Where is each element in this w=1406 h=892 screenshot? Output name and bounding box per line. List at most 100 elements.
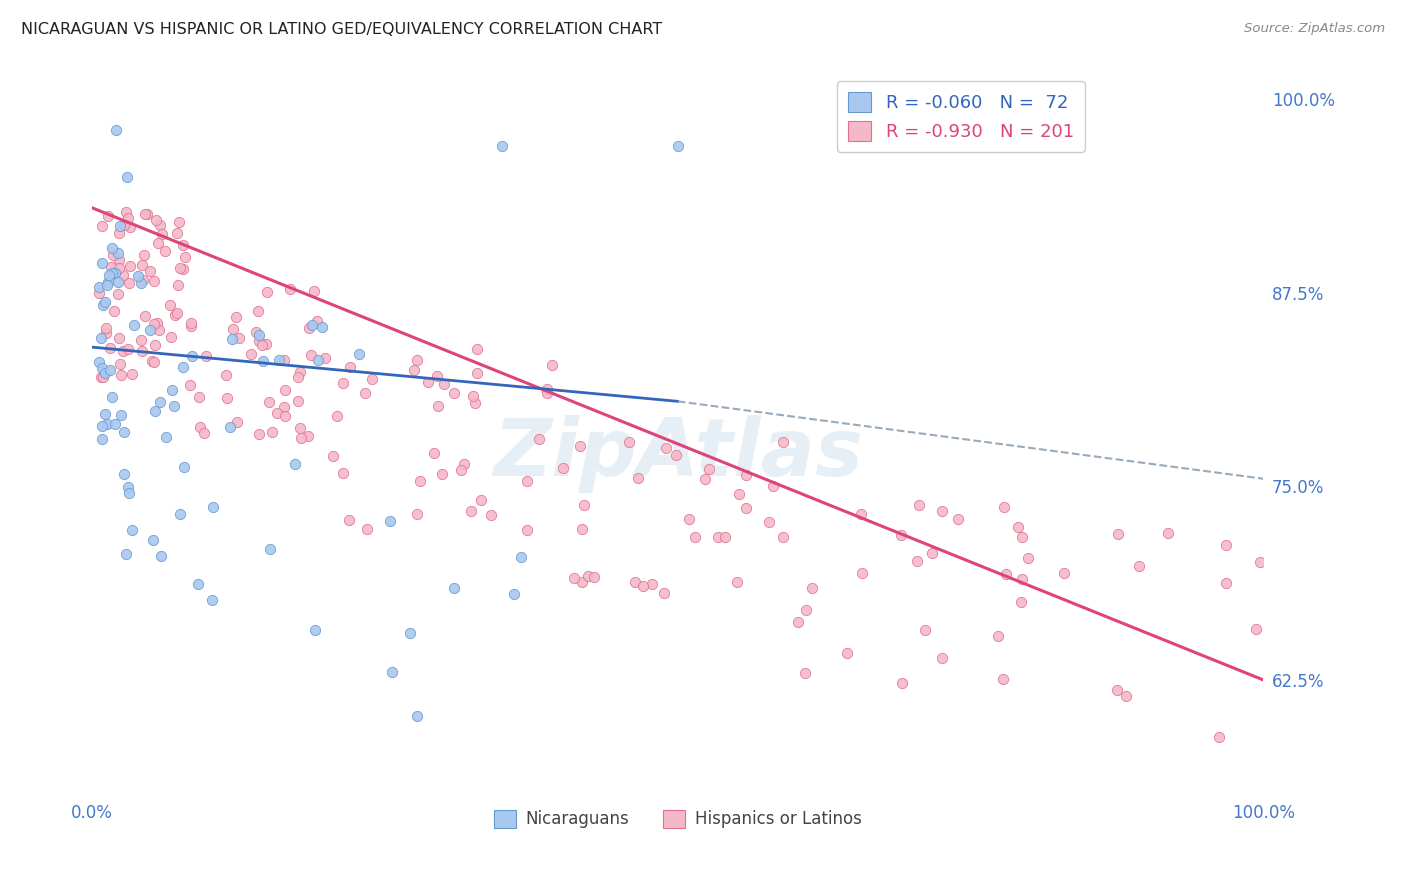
Point	[697, 462, 720, 476]
Point	[96, 278, 118, 293]
Point	[179, 378, 201, 392]
Point	[110, 408, 132, 422]
Point	[509, 550, 531, 565]
Point	[247, 426, 270, 441]
Point	[353, 386, 375, 401]
Point	[433, 376, 456, 391]
Point	[228, 331, 250, 345]
Point	[326, 409, 349, 423]
Point	[464, 396, 486, 410]
Point	[758, 516, 780, 530]
Point	[1007, 520, 1029, 534]
Point	[307, 314, 329, 328]
Point	[786, 615, 808, 629]
Point	[89, 280, 111, 294]
Point	[772, 435, 794, 450]
Point	[794, 666, 817, 681]
Point	[100, 260, 122, 274]
Point	[124, 318, 146, 333]
Point	[1053, 566, 1076, 581]
Point	[849, 508, 872, 522]
Point	[108, 331, 131, 345]
Point	[654, 441, 676, 455]
Point	[108, 226, 131, 240]
Point	[571, 575, 593, 590]
Point	[90, 219, 112, 234]
Point	[404, 363, 426, 377]
Point	[851, 566, 873, 580]
Point	[1017, 551, 1039, 566]
Point	[172, 261, 194, 276]
Legend: Nicaraguans, Hispanics or Latinos: Nicaraguans, Hispanics or Latinos	[488, 803, 868, 835]
Point	[257, 394, 280, 409]
Point	[225, 310, 247, 324]
Point	[94, 366, 117, 380]
Point	[142, 533, 165, 547]
Point	[907, 553, 929, 567]
Point	[131, 343, 153, 358]
Point	[416, 375, 439, 389]
Point	[155, 430, 177, 444]
Point	[465, 342, 488, 356]
Point	[142, 274, 165, 288]
Point	[146, 316, 169, 330]
Point	[931, 504, 953, 518]
Point	[273, 353, 295, 368]
Point	[287, 394, 309, 409]
Point	[627, 471, 650, 485]
Point	[169, 507, 191, 521]
Point	[381, 665, 404, 680]
Point	[349, 347, 371, 361]
Point	[135, 206, 157, 220]
Point	[139, 263, 162, 277]
Point	[503, 586, 526, 600]
Point	[470, 492, 492, 507]
Point	[890, 528, 912, 542]
Point	[262, 425, 284, 439]
Point	[714, 530, 737, 544]
Point	[728, 487, 751, 501]
Point	[108, 260, 131, 275]
Point	[101, 266, 124, 280]
Point	[641, 576, 664, 591]
Point	[409, 474, 432, 488]
Point	[139, 323, 162, 337]
Point	[167, 215, 190, 229]
Point	[311, 319, 333, 334]
Point	[103, 304, 125, 318]
Point	[1011, 572, 1033, 586]
Point	[516, 474, 538, 488]
Point	[695, 472, 717, 486]
Point	[145, 213, 167, 227]
Point	[134, 207, 156, 221]
Point	[931, 650, 953, 665]
Point	[399, 625, 422, 640]
Point	[307, 352, 329, 367]
Point	[107, 287, 129, 301]
Point	[921, 546, 943, 560]
Point	[127, 268, 149, 283]
Point	[322, 450, 344, 464]
Point	[631, 579, 654, 593]
Point	[571, 522, 593, 536]
Point	[1157, 526, 1180, 541]
Point	[218, 420, 240, 434]
Point	[256, 285, 278, 300]
Point	[245, 326, 267, 340]
Point	[187, 577, 209, 591]
Point	[142, 355, 165, 369]
Point	[801, 581, 824, 595]
Point	[114, 547, 136, 561]
Point	[143, 338, 166, 352]
Point	[166, 226, 188, 240]
Point	[104, 417, 127, 431]
Point	[772, 530, 794, 544]
Point	[301, 318, 323, 333]
Point	[97, 268, 120, 282]
Point	[273, 383, 295, 397]
Point	[169, 261, 191, 276]
Point	[118, 220, 141, 235]
Point	[110, 368, 132, 383]
Point	[540, 358, 562, 372]
Point	[479, 508, 502, 523]
